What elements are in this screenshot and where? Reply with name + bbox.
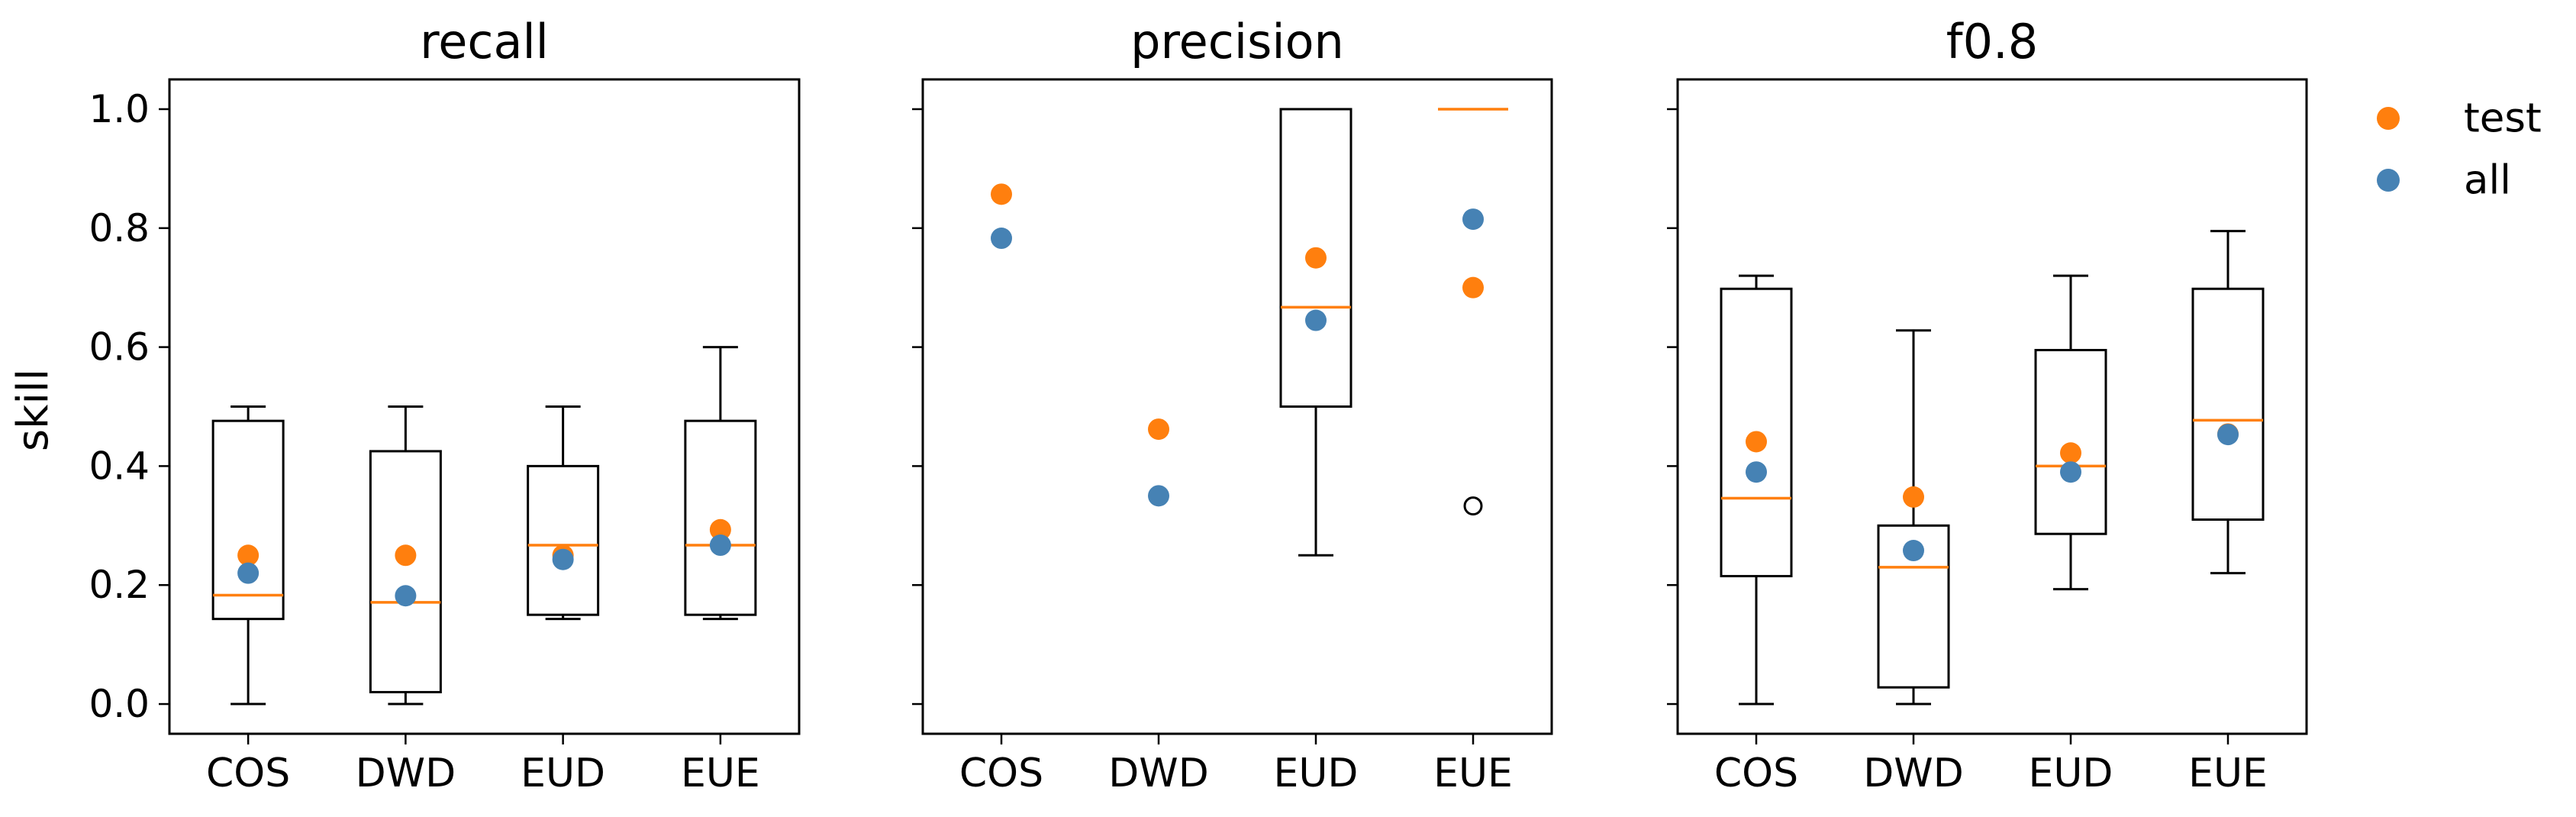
x-tick-label: EUD: [2029, 751, 2113, 796]
axes-frame: [921, 78, 1553, 735]
point-test-dwd: [395, 544, 417, 567]
point-test-eue: [709, 518, 731, 541]
point-all-cos: [1746, 461, 1767, 483]
y-tick-label: 1.0: [89, 87, 150, 131]
x-tick-label: DWD: [1863, 751, 1964, 796]
box-body: [684, 419, 757, 616]
point-all-cos: [237, 562, 260, 584]
legend-marker-test: [2377, 107, 2400, 130]
x-tick-label: COS: [206, 751, 290, 796]
point-all-dwd: [395, 585, 417, 607]
point-test-cos: [1746, 431, 1767, 453]
outlier-point: [1463, 496, 1483, 516]
subplot-recall: recall 0.0 0.2 0.4 0.6 0.8 1.0 COS DWD EUD EUE: [89, 14, 801, 796]
x-tick-label: COS: [959, 751, 1043, 796]
point-test-cos: [237, 544, 260, 567]
point-test-cos: [991, 183, 1012, 205]
axes-frame: [1676, 78, 2308, 735]
point-test-eue: [1462, 276, 1484, 299]
subplot-precision: precision COS DWD EUD EUE: [912, 14, 1553, 796]
y-tick-label: 0.2: [89, 563, 150, 607]
box-eue: [1438, 108, 1508, 516]
y-tick-label: 0.0: [89, 682, 150, 726]
box-body: [211, 419, 285, 621]
box-eud: [1279, 108, 1352, 557]
y-tick-label: 0.4: [89, 444, 150, 488]
subplot-title: precision: [1130, 14, 1344, 69]
point-all-dwd: [1148, 485, 1169, 507]
point-all-eud: [552, 548, 574, 570]
box-body: [2034, 348, 2107, 535]
x-tick-label: EUD: [1274, 751, 1359, 796]
box-cos: [1720, 274, 1793, 706]
x-tick-label: EUE: [681, 751, 760, 796]
box-body: [369, 450, 442, 693]
x-tick-label: EUE: [2188, 751, 2268, 796]
x-tick-label: EUD: [521, 751, 605, 796]
y-tick-label: 0.6: [89, 325, 150, 370]
subplot-f0-8: f0.8 COS DWD EUD EUE: [1667, 14, 2308, 796]
x-tick-label: DWD: [356, 751, 456, 796]
point-all-dwd: [1903, 540, 1924, 562]
point-test-dwd: [1148, 418, 1169, 441]
x-tick-label: COS: [1714, 751, 1798, 796]
y-tick-label: 0.8: [89, 206, 150, 250]
legend-marker-all: [2377, 169, 2400, 192]
point-test-dwd: [1903, 486, 1924, 508]
y-axis-label: skill: [8, 369, 58, 451]
point-all-eud: [2060, 461, 2081, 483]
legend: test all: [2377, 95, 2542, 204]
point-all-eue: [2217, 424, 2239, 446]
subplot-title: f0.8: [1946, 14, 2038, 69]
box-cos: [211, 405, 285, 706]
box-eue: [2191, 230, 2265, 575]
point-test-eud: [1305, 247, 1327, 269]
box-eue: [684, 346, 757, 621]
point-all-eue: [1462, 208, 1484, 231]
legend-label-all: all: [2464, 157, 2511, 204]
box-eud: [527, 405, 600, 621]
legend-label-test: test: [2464, 95, 2542, 142]
box-eud: [2034, 274, 2107, 591]
box-body: [527, 464, 600, 616]
point-all-eue: [709, 534, 731, 557]
x-tick-label: DWD: [1108, 751, 1209, 796]
subplot-title: recall: [420, 14, 549, 69]
point-all-cos: [991, 228, 1012, 250]
box-dwd: [1877, 329, 1950, 706]
x-tick-label: EUE: [1433, 751, 1513, 796]
point-test-eud: [2060, 442, 2081, 464]
axes-frame: [168, 78, 801, 735]
box-body: [2191, 287, 2265, 522]
point-all-eud: [1305, 309, 1327, 331]
